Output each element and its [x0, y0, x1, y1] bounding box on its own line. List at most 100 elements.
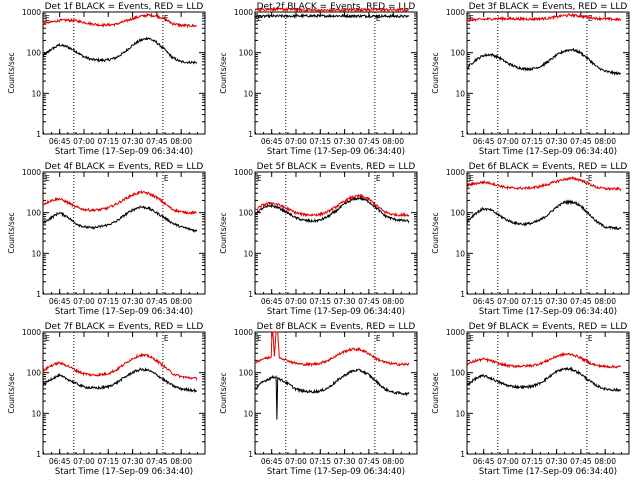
x-axis-label: Start Time (17-Sep-09 06:34:40) [479, 307, 617, 317]
x-tick-label: 08:00 [594, 137, 616, 146]
y-tick-label: 1 [248, 290, 253, 299]
x-tick-label: 06:45 [49, 297, 71, 306]
chart-panel-1: Det 1f BLACK = Events, RED = LLD 1 10 100 10… [7, 2, 206, 157]
series-line-events [42, 36, 198, 65]
y-tick-label: 1 [460, 290, 465, 299]
x-tick-label: 07:15 [309, 297, 331, 306]
x-tick-label: 06:45 [261, 457, 283, 466]
x-tick-label: 08:00 [594, 457, 616, 466]
chart-panel-6: Det 6f BLACK = Events, RED = LLD 1 10 100 10… [431, 162, 630, 317]
x-tick-label: 07:15 [97, 457, 119, 466]
x-axis-label: Start Time (17-Sep-09 06:34:40) [55, 147, 193, 157]
x-tick-label: 06:45 [473, 137, 495, 146]
series-line-lld [254, 6, 409, 13]
x-tick-label: 07:30 [122, 137, 144, 146]
y-tick-label: 10 [455, 89, 465, 98]
x-axis-label: Start Time (17-Sep-09 06:34:40) [55, 307, 193, 317]
y-tick-label: 1000 [22, 328, 41, 337]
x-tick-label: 07:45 [146, 457, 168, 466]
y-axis-label: Counts/sec [7, 372, 16, 413]
series-line-lld [42, 352, 198, 381]
x-axis-label: Start Time (17-Sep-09 06:34:40) [267, 147, 405, 157]
x-tick-label: 07:15 [309, 457, 331, 466]
chart-title: Det 6f BLACK = Events, RED = LLD [469, 162, 628, 172]
event-marker: E [469, 174, 474, 183]
event-marker: E [257, 334, 262, 343]
y-tick-label: 1 [460, 130, 465, 139]
series-line-lld [466, 351, 622, 369]
event-marker: E [45, 174, 50, 183]
event-marker: E [588, 174, 593, 183]
y-axis-label: Counts/sec [219, 212, 228, 253]
plot-frame [42, 171, 206, 295]
x-tick-label: 07:30 [122, 297, 144, 306]
y-tick-label: 1 [36, 450, 41, 459]
x-tick-label: 07:00 [285, 137, 307, 146]
x-tick-label: 07:45 [358, 297, 380, 306]
x-tick-label: 06:45 [261, 297, 283, 306]
y-tick-label: 10 [31, 249, 41, 258]
x-tick-label: 07:30 [334, 297, 356, 306]
x-tick-label: 07:30 [546, 137, 568, 146]
series-line-lld [254, 193, 410, 218]
plot-frame [466, 11, 630, 135]
plot-frame [466, 171, 630, 295]
x-tick-label: 08:00 [382, 457, 404, 466]
y-tick-label: 10 [243, 89, 253, 98]
y-tick-label: 10 [455, 409, 465, 418]
y-axis-label: Counts/sec [219, 372, 228, 413]
y-tick-label: 1000 [22, 168, 41, 177]
x-tick-label: 06:45 [473, 297, 495, 306]
y-tick-label: 10 [31, 89, 41, 98]
x-tick-label: 07:30 [546, 457, 568, 466]
y-tick-label: 10 [243, 249, 253, 258]
y-axis-label: Counts/sec [7, 52, 16, 93]
chart-panel-7: Det 7f BLACK = Events, RED = LLD 1 10 100 10… [7, 322, 206, 477]
series-line-events [42, 366, 198, 394]
x-tick-label: 07:00 [73, 137, 95, 146]
x-tick-label: 07:00 [285, 457, 307, 466]
chart-panel-2: Det 2f BLACK = Events, RED = LLD 1 10 100 10… [219, 2, 418, 157]
y-tick-label: 1000 [234, 328, 253, 337]
x-tick-label: 06:45 [49, 137, 71, 146]
y-tick-label: 1000 [446, 8, 465, 17]
chart-title: Det 2f BLACK = Events, RED = LLD [257, 2, 416, 12]
y-axis-label: Counts/sec [219, 52, 228, 93]
x-tick-label: 07:15 [521, 137, 543, 146]
chart-title: Det 4f BLACK = Events, RED = LLD [45, 162, 204, 172]
event-marker: E [376, 14, 381, 23]
series-line-events [254, 195, 410, 224]
series-line-lld [42, 190, 198, 216]
x-tick-label: 07:15 [521, 457, 543, 466]
x-tick-label: 07:30 [546, 297, 568, 306]
y-tick-label: 1 [36, 290, 41, 299]
plot-frame [254, 171, 418, 295]
series-line-events [254, 368, 410, 420]
y-tick-label: 100 [451, 49, 466, 58]
series-line-lld [42, 12, 198, 29]
event-marker: E [164, 174, 169, 183]
x-tick-label: 08:00 [170, 457, 192, 466]
x-tick-label: 07:45 [358, 457, 380, 466]
event-marker: E [588, 334, 593, 343]
y-tick-label: 10 [31, 409, 41, 418]
series-line-events [466, 47, 621, 76]
x-tick-label: 08:00 [382, 297, 404, 306]
y-tick-label: 1000 [446, 328, 465, 337]
x-tick-label: 07:45 [570, 137, 592, 146]
y-tick-label: 1 [248, 450, 253, 459]
y-tick-label: 1000 [234, 8, 253, 17]
x-tick-label: 07:45 [570, 297, 592, 306]
chart-panel-4: Det 4f BLACK = Events, RED = LLD 1 10 100 10… [7, 162, 206, 317]
x-tick-label: 07:30 [122, 457, 144, 466]
x-tick-label: 08:00 [170, 137, 192, 146]
chart-panel-5: Det 5f BLACK = Events, RED = LLD 1 10 100 10… [219, 162, 418, 317]
series-line-lld [466, 175, 622, 192]
x-tick-label: 07:30 [334, 137, 356, 146]
chart-panel-3: Det 3f BLACK = Events, RED = LLD 1 10 100 10… [431, 2, 630, 157]
x-tick-label: 07:00 [497, 457, 519, 466]
y-tick-label: 100 [27, 49, 42, 58]
y-tick-label: 1 [36, 130, 41, 139]
x-tick-label: 06:45 [261, 137, 283, 146]
